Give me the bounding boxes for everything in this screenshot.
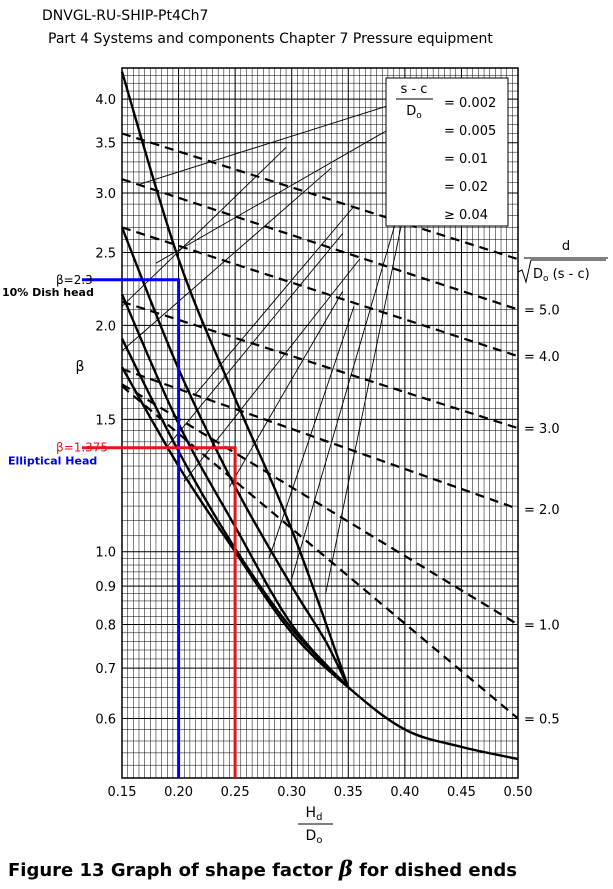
leader-line — [138, 94, 422, 185]
x-tick-label: 0.30 — [277, 785, 306, 800]
x-tick-label: 0.45 — [447, 785, 476, 800]
legend-entry: = 0.02 — [444, 180, 488, 195]
y-tick-label: 2.5 — [95, 247, 116, 262]
leader-line — [195, 206, 355, 395]
y-tick-label: 2.0 — [95, 319, 116, 334]
dashed-title-numerator: d — [562, 239, 570, 254]
caption-prefix: Figure 13 Graph of shape factor — [8, 860, 339, 881]
x-axis-label-numerator-sub: d — [316, 812, 322, 823]
axis-titles: β Hd Do — [76, 359, 333, 846]
legend-header-denominator-sub: o — [416, 111, 422, 121]
legend: s - cDo= 0.002= 0.005= 0.01= 0.02≥ 0.04 — [385, 77, 509, 227]
y-tick-label: 0.7 — [95, 662, 116, 677]
x-tick-label: 0.50 — [504, 785, 533, 800]
dashed-series-1.0 — [121, 383, 519, 626]
dashed-title-denominator-sub: o — [543, 274, 549, 284]
dashed-series-label: = 2.0 — [524, 503, 560, 518]
x-tick-label: 0.35 — [334, 785, 363, 800]
y-tick-label: 1.0 — [95, 546, 116, 561]
dashed-series-0.5 — [121, 385, 519, 720]
leader-line — [268, 306, 355, 559]
dashed-series-label: = 5.0 — [524, 303, 560, 318]
leader-line — [325, 180, 411, 594]
y-tick-label: 3.0 — [95, 187, 116, 202]
radical-sign — [517, 259, 606, 284]
solid-series-0.02 — [120, 338, 350, 689]
leader-line — [121, 167, 332, 352]
annotation-line-dish-head — [82, 278, 181, 778]
legend-header-numerator: s - c — [401, 82, 428, 97]
legend-entry: = 0.005 — [444, 124, 496, 139]
legend-box — [385, 77, 509, 227]
y-tick-label: 3.5 — [95, 137, 116, 152]
dashed-series-labels: d Do (s - c) = 5.0 = 4.0 = 3.0 = 2.0 = 1.0 = 0.… — [517, 239, 608, 727]
leader-lines — [121, 94, 422, 594]
dashed-series-upper — [121, 132, 519, 261]
y-tick-label: 1.5 — [95, 413, 116, 428]
dashed-series-label: = 1.0 — [524, 619, 560, 634]
x-tick-label: 0.25 — [221, 785, 250, 800]
x-tick-label: 0.20 — [164, 785, 193, 800]
x-tick-label: 0.15 — [108, 785, 137, 800]
leader-line — [291, 221, 397, 580]
x-axis-label-denominator-sub: o — [316, 835, 322, 846]
y-tick-label: 0.8 — [95, 619, 116, 634]
x-axis-label-denominator: Do — [306, 828, 323, 846]
document-subtitle: Part 4 Systems and components Chapter 7 … — [48, 31, 493, 47]
annotation-caption-elliptical-head: Elliptical Head — [8, 455, 97, 468]
annotation-value-elliptical-head: β=1.375 — [56, 441, 108, 455]
dashed-series-5.0 — [121, 178, 519, 311]
leader-line — [229, 291, 344, 488]
annotation-line-elliptical-head — [82, 446, 237, 778]
dashed-series-4.0 — [121, 226, 519, 358]
figure-caption: Figure 13 Graph of shape factor β for di… — [8, 856, 517, 881]
solid-series-0.005 — [120, 226, 350, 688]
axis-ticks: 0.15 0.20 0.25 0.30 0.35 0.40 0.45 0.50 0.6 0.7 0.… — [95, 93, 532, 800]
plot-frame — [121, 67, 519, 779]
legend-entry: ≥ 0.04 — [444, 208, 488, 223]
leader-line — [155, 119, 406, 264]
dashed-series-label: = 3.0 — [524, 422, 560, 437]
y-tick-label: 0.6 — [95, 712, 116, 727]
dashed-series-label: = 0.5 — [524, 712, 560, 727]
annotation-caption-dish-head: 10% Dish head — [2, 286, 94, 299]
solid-series — [120, 71, 519, 761]
legend-entry: = 0.002 — [444, 96, 496, 111]
x-tick-label: 0.40 — [390, 785, 419, 800]
caption-suffix: for dished ends — [352, 860, 517, 881]
y-axis-label: β — [76, 359, 85, 375]
document-id: DNVGL-RU-SHIP-Pt4Ch7 — [42, 8, 209, 24]
y-tick-label: 4.0 — [95, 93, 116, 108]
dashed-title-denominator-suffix: (s - c) — [549, 267, 590, 282]
x-axis-label-numerator: Hd — [306, 805, 323, 823]
y-tick-label: 0.9 — [95, 580, 116, 595]
dashed-series-2.0 — [121, 367, 519, 510]
dashed-series — [121, 132, 519, 720]
caption-beta-symbol: β — [338, 856, 353, 881]
dashed-series-label: = 4.0 — [524, 350, 560, 365]
annotation-value-dish-head: β=2.3 — [56, 273, 93, 287]
dashed-title-denominator: Do (s - c) — [533, 267, 590, 284]
solid-series-0.002 — [120, 71, 350, 688]
leader-line — [121, 147, 287, 307]
leader-line — [166, 233, 343, 447]
legend-entry: = 0.01 — [444, 152, 488, 167]
dashed-series-3.0 — [121, 300, 519, 430]
